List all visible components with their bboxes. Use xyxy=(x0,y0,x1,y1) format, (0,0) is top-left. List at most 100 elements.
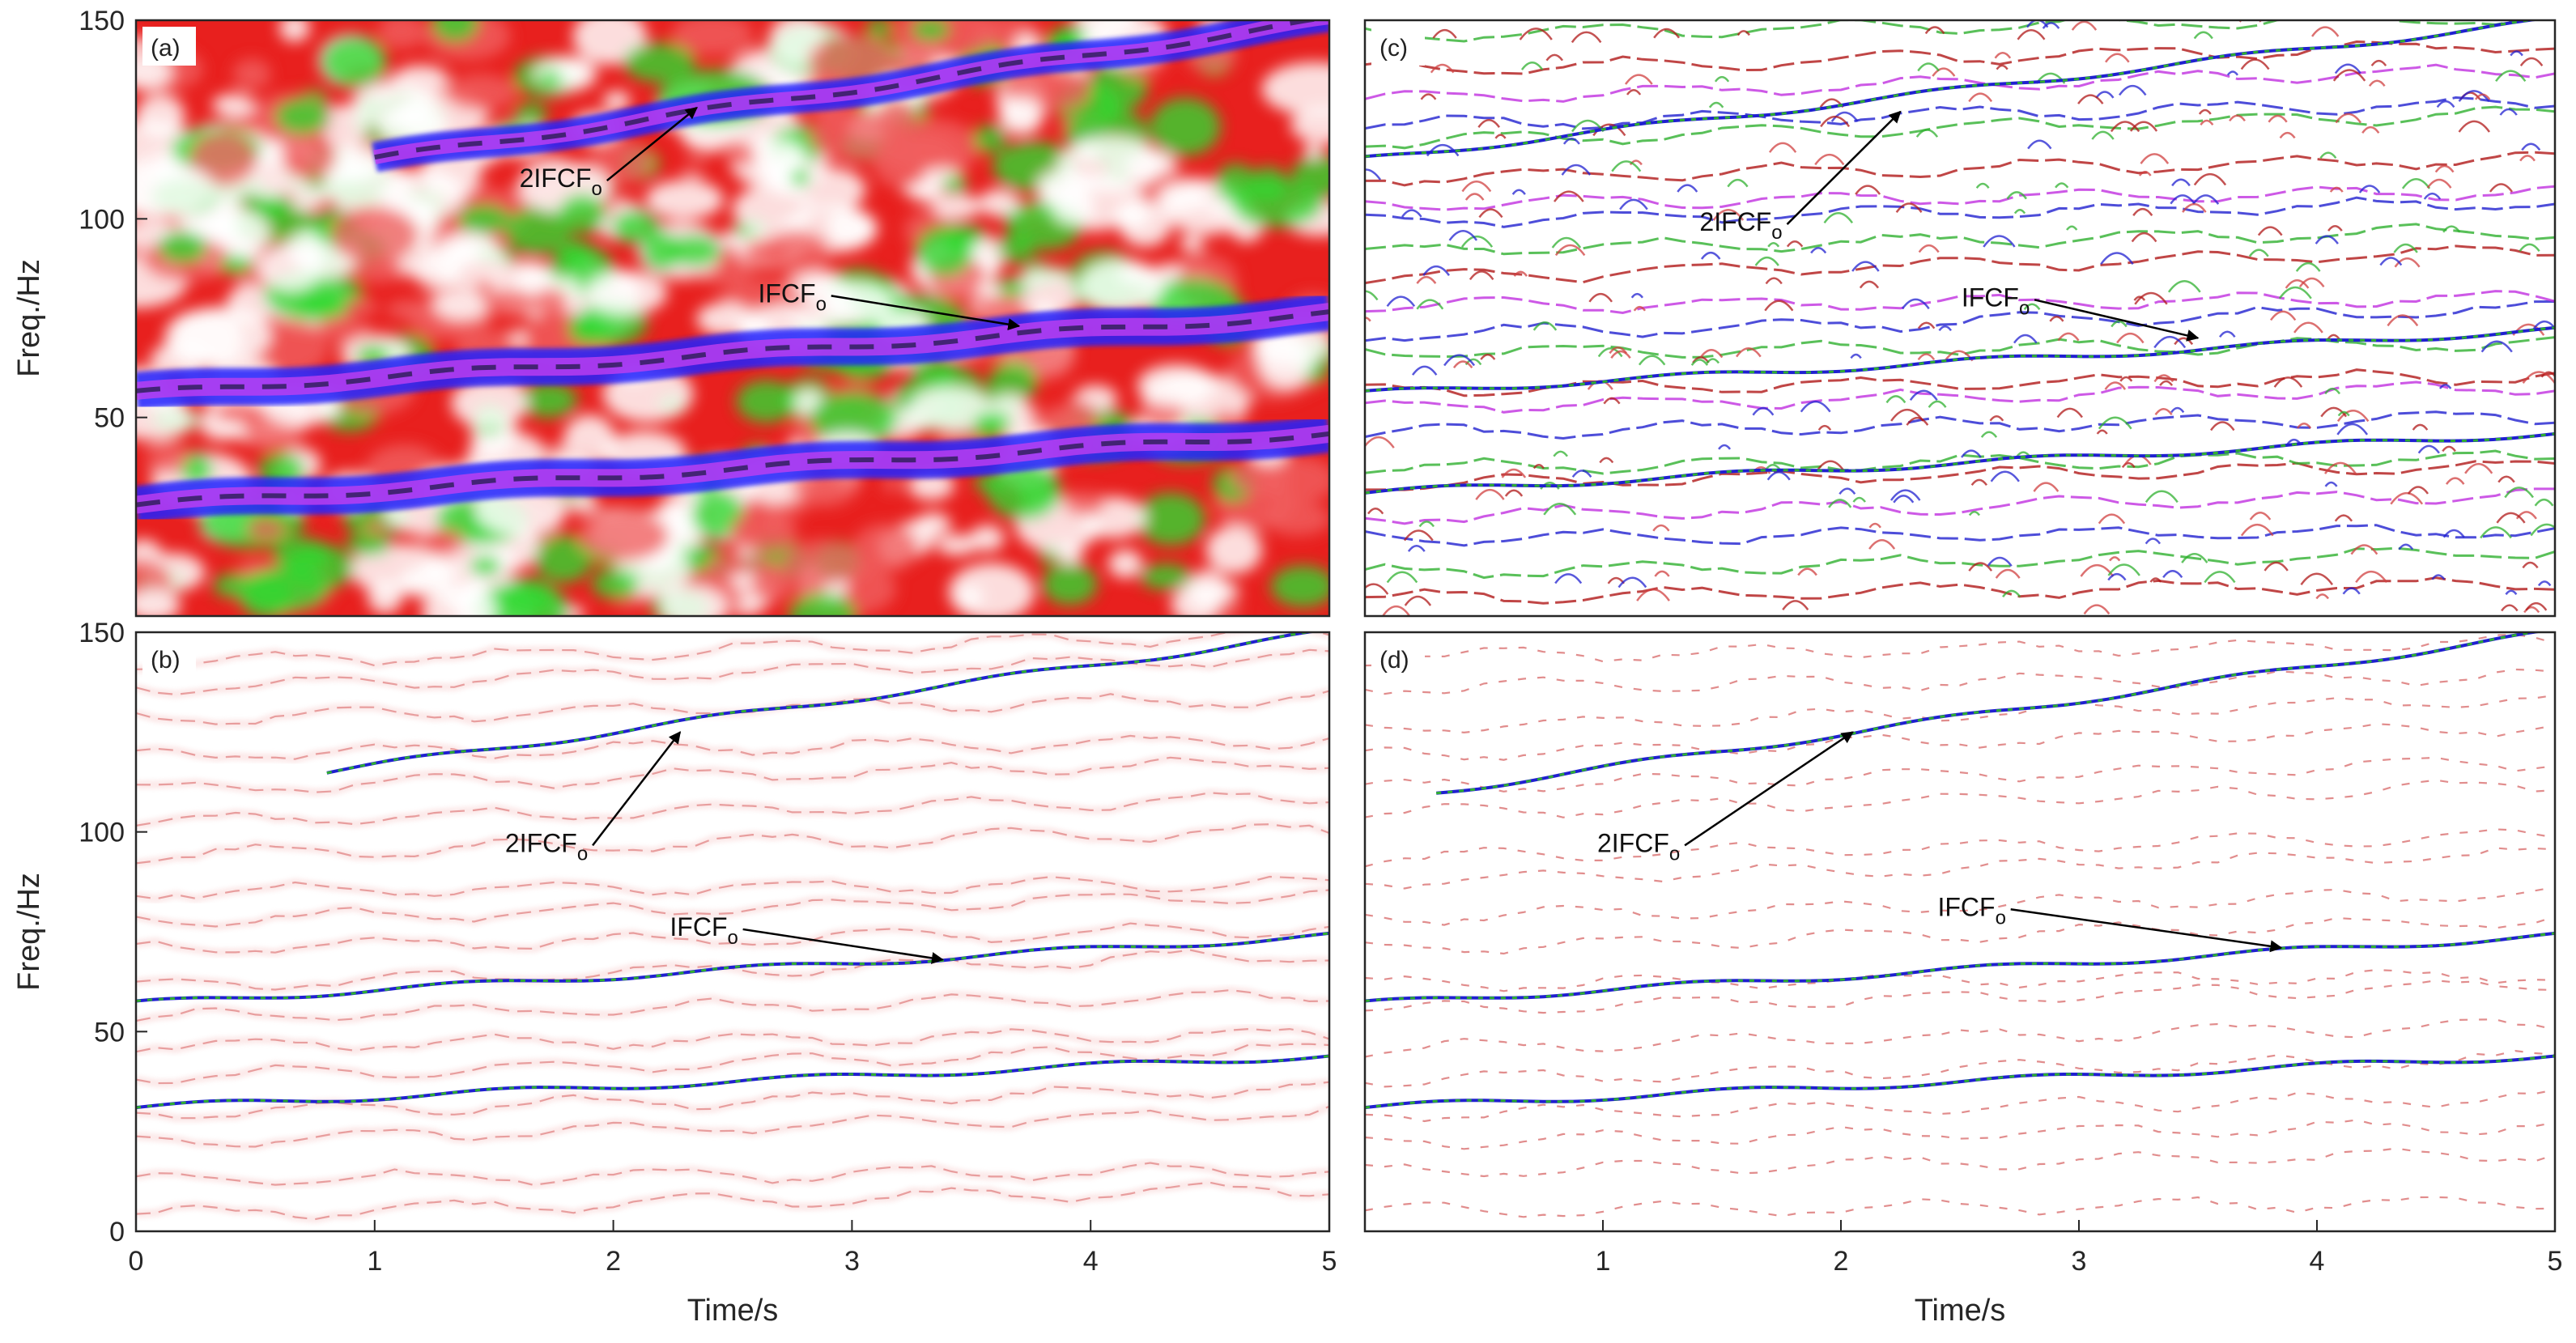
curl-fragment xyxy=(1968,92,1993,103)
curl-fragment xyxy=(2013,209,2026,215)
curl-fragment xyxy=(1989,415,2004,422)
texture-blob xyxy=(399,566,448,598)
curl-fragment xyxy=(2083,604,2111,615)
curl-fragment xyxy=(2133,295,2146,301)
curl-fragment xyxy=(1764,300,1794,312)
curl-fragment xyxy=(2324,387,2341,395)
texture-blob xyxy=(189,131,258,186)
curl-fragment xyxy=(2324,481,2338,487)
curl-fragment xyxy=(1638,355,1666,366)
curl-fragment xyxy=(1994,51,2012,59)
curl-fragment xyxy=(2315,235,2339,244)
texture-blob xyxy=(789,593,857,616)
texture-blob xyxy=(909,386,993,431)
x-axis-label: Time/s xyxy=(687,1294,779,1328)
x-tick-label: 2 xyxy=(1834,1246,1849,1277)
texture-blob xyxy=(911,20,950,41)
curl-fragment xyxy=(2042,22,2060,29)
curl-fragment xyxy=(2431,574,2446,580)
curl-fragment xyxy=(1928,400,1947,408)
texture-blob xyxy=(663,504,700,537)
texture-blob xyxy=(742,239,789,266)
curl-fragment xyxy=(1918,244,1940,253)
texture-blob xyxy=(642,232,682,271)
curl-fragment xyxy=(2273,376,2303,388)
texture-blob xyxy=(569,321,613,345)
curl-fragment xyxy=(1714,75,1730,83)
background-ridge xyxy=(1365,1018,2555,1058)
texture-blob xyxy=(1136,492,1205,546)
texture-blob xyxy=(158,231,207,264)
curl-fragment xyxy=(2332,69,2366,82)
curl-fragment xyxy=(1653,28,1681,39)
curl-fragment xyxy=(2240,523,2274,537)
y-tick-label: 50 xyxy=(94,1017,125,1048)
texture-blob xyxy=(377,20,426,49)
curl-fragment xyxy=(2210,421,2235,431)
curl-fragment xyxy=(2138,170,2152,176)
curl-fragment xyxy=(1630,292,1644,299)
texture-blob xyxy=(213,573,252,598)
texture-blob xyxy=(979,189,1019,217)
curl-fragment xyxy=(1868,539,1896,550)
plot-area xyxy=(136,632,1329,1231)
curl-fragment xyxy=(2057,332,2080,342)
curl-fragment xyxy=(1532,464,1545,470)
background-ridge xyxy=(1365,196,2555,228)
ridge-halo xyxy=(136,788,1329,830)
background-ridge xyxy=(1365,96,2555,130)
annotation-arrow xyxy=(1684,731,1854,847)
curl-fragment xyxy=(1461,181,1492,193)
ridge-halo xyxy=(136,886,1329,931)
curl-fragment xyxy=(1520,62,1544,70)
curl-fragment xyxy=(2525,601,2548,611)
texture-blob xyxy=(451,377,529,429)
curl-fragment xyxy=(1814,153,1845,166)
curl-fragment xyxy=(1975,182,1990,189)
texture-blob xyxy=(1180,235,1205,253)
curl-fragment xyxy=(2170,406,2185,414)
curl-fragment xyxy=(2370,59,2387,66)
background-ridge xyxy=(1365,694,2555,734)
panel-label-box xyxy=(142,639,196,678)
background-ridge xyxy=(1365,105,2555,150)
texture-blob xyxy=(1140,563,1192,590)
curl-fragment xyxy=(1411,365,1438,376)
curl-fragment xyxy=(2159,380,2174,386)
curl-fragment xyxy=(2104,381,2127,390)
ridge-halo xyxy=(136,1103,1329,1151)
curl-fragment xyxy=(1626,89,1642,96)
curl-fragment xyxy=(2298,277,2325,288)
curl-fragment xyxy=(2393,243,2418,253)
curl-fragment xyxy=(2013,334,2038,344)
texture-blob xyxy=(296,291,347,321)
curl-fragment xyxy=(2091,130,2115,140)
curl-fragment xyxy=(1852,496,1866,503)
curl-fragment xyxy=(2417,444,2440,454)
curl-fragment xyxy=(2387,314,2419,327)
curl-fragment xyxy=(2319,151,2337,159)
texture-blob xyxy=(136,164,217,217)
curl-fragment xyxy=(2442,529,2465,538)
annotation-subscript: o xyxy=(816,293,827,315)
curl-fragment xyxy=(2096,429,2108,435)
x-tick-label: 3 xyxy=(844,1246,860,1277)
curl-fragment xyxy=(1820,115,1851,128)
curl-fragment xyxy=(1418,521,1435,528)
curl-fragment xyxy=(1407,544,1426,552)
y-tick-label: 150 xyxy=(79,6,125,36)
panel-label-box xyxy=(1371,639,1425,678)
background-ridge xyxy=(1365,449,2555,475)
heatmap-texture xyxy=(136,20,1329,616)
texture-blob xyxy=(246,519,285,540)
curl-fragment xyxy=(1917,62,1940,72)
background-ridge xyxy=(1365,886,2555,926)
curl-fragment xyxy=(1365,436,1395,448)
texture-blob xyxy=(993,278,1027,297)
curl-fragment xyxy=(1700,251,1721,260)
background-ridge xyxy=(1365,633,2555,667)
curl-fragment xyxy=(2407,486,2429,495)
curl-fragment xyxy=(1924,26,1945,35)
curl-fragment xyxy=(2131,232,2157,243)
texture-blob xyxy=(1303,142,1324,159)
